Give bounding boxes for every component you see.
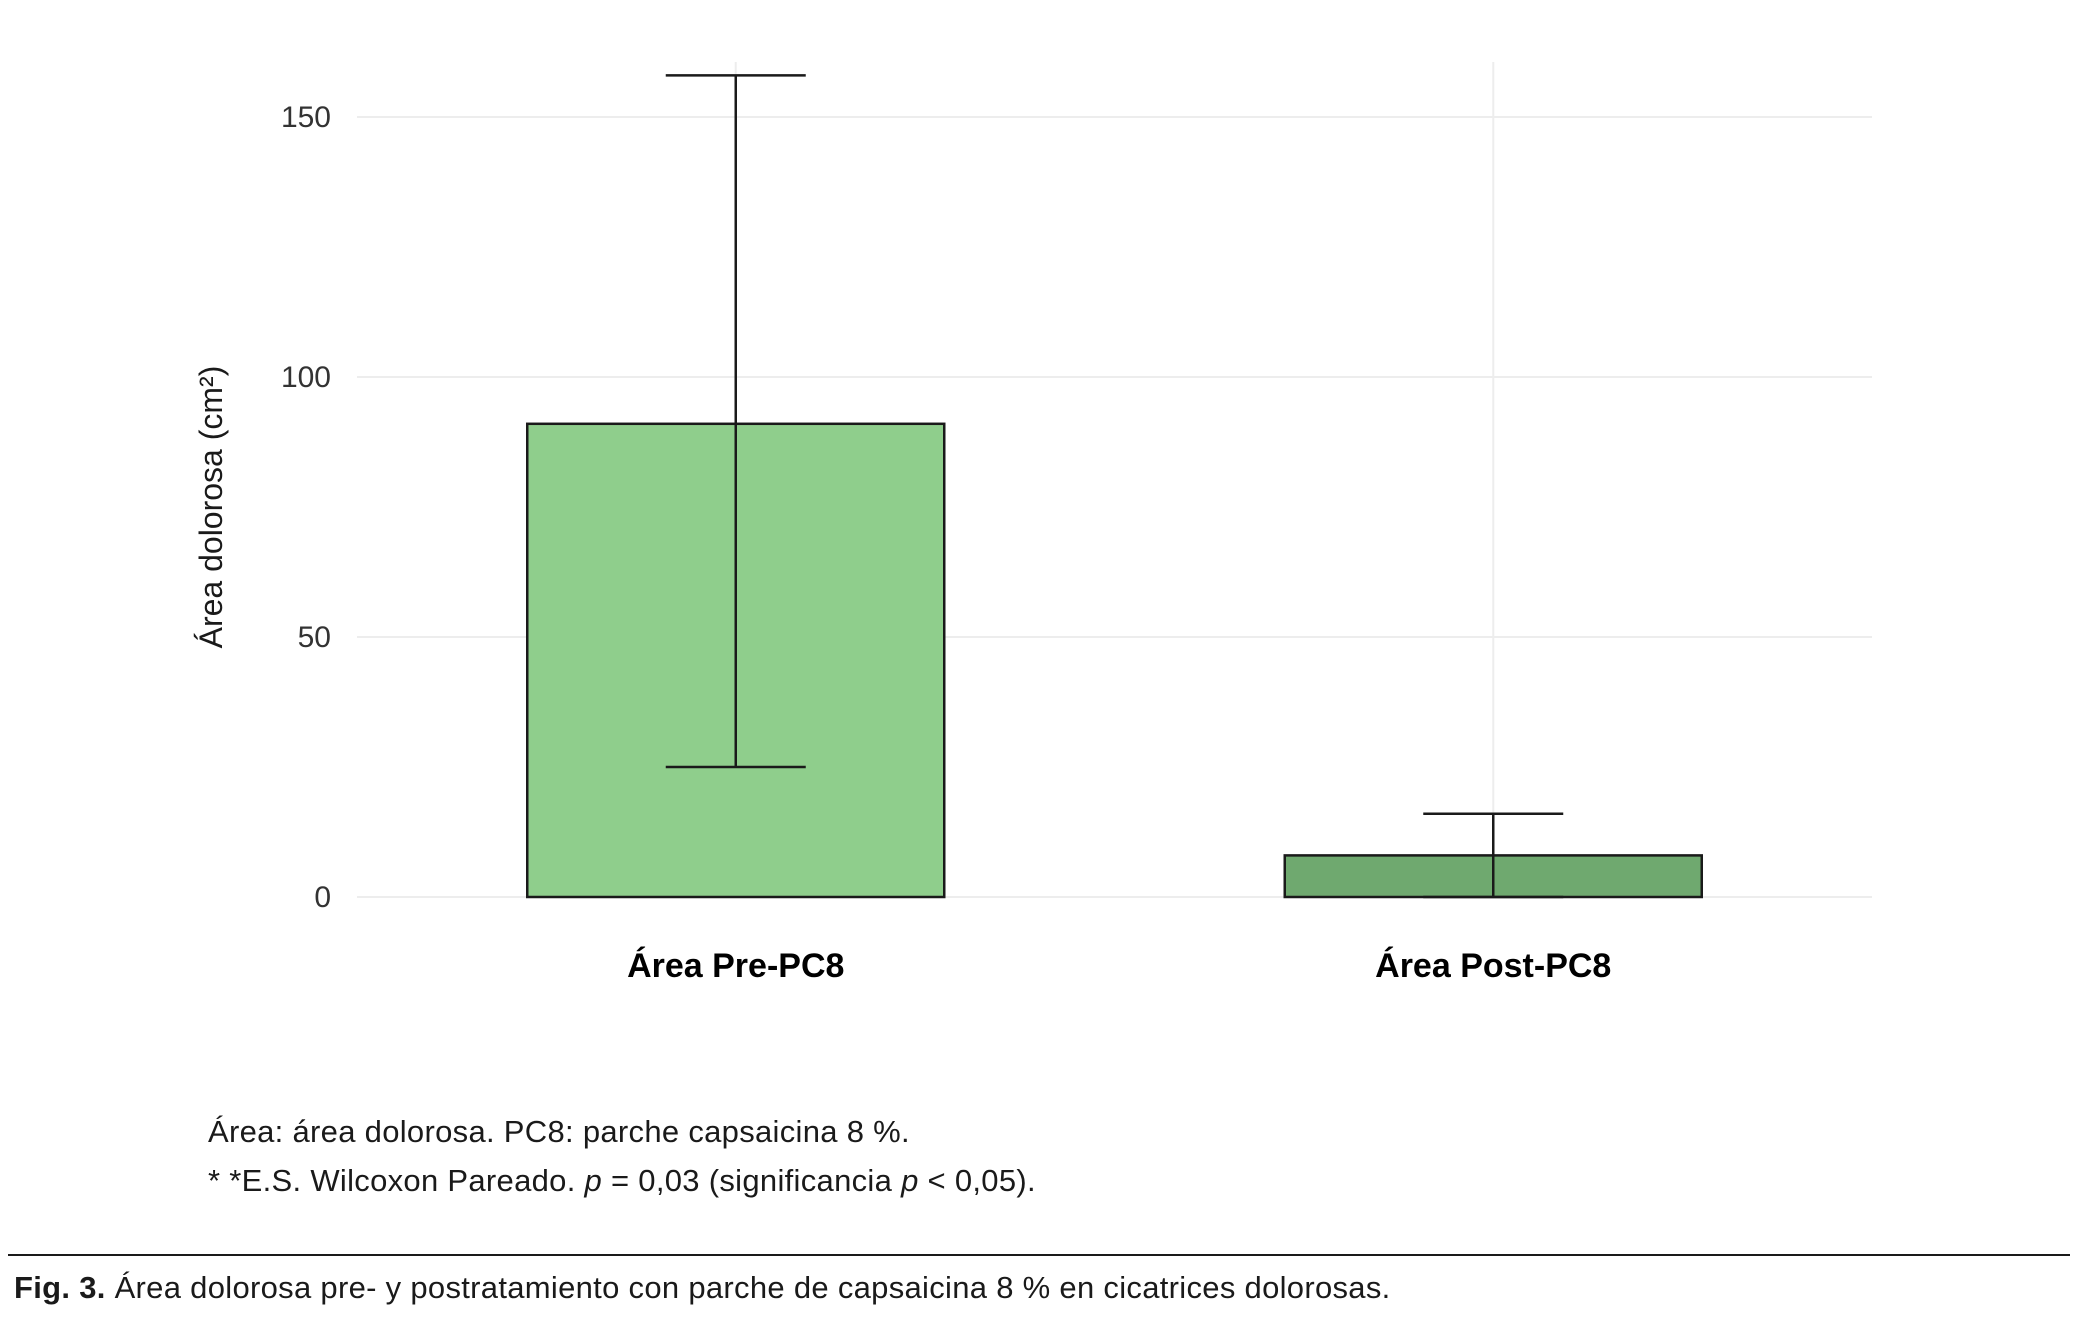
- category-label: Área Post-PC8: [1375, 947, 1611, 985]
- y-tick-label: 0: [314, 881, 331, 914]
- figure-caption-label: Fig. 3.: [14, 1270, 106, 1305]
- y-tick-label: 50: [298, 621, 331, 654]
- chart-footnotes: Área: área dolorosa. PC8: parche capsaic…: [208, 1108, 1036, 1206]
- category-label: Área Pre-PC8: [627, 947, 844, 985]
- y-tick-label: 150: [281, 101, 331, 134]
- footnote-line-2: * *E.S. Wilcoxon Pareado. p = 0,03 (sign…: [208, 1162, 1036, 1198]
- y-tick-label: 100: [281, 361, 331, 394]
- footnote-line-1: Área: área dolorosa. PC8: parche capsaic…: [208, 1114, 910, 1149]
- bar-chart: 0 50 100 150 Área Pre-PC8 Área Post-PC8 Área d…: [193, 62, 1872, 985]
- chart-svg: 0 50 100 150 Área Pre-PC8 Área Post-PC8 Área d…: [193, 62, 1872, 985]
- figure-caption-text: Área dolorosa pre- y postratamiento con …: [105, 1270, 1391, 1305]
- caption-divider: [8, 1254, 2070, 1256]
- figure-caption: Fig. 3. Área dolorosa pre- y postratamie…: [14, 1270, 1391, 1306]
- y-axis-label: Área dolorosa (cm²): [193, 366, 229, 649]
